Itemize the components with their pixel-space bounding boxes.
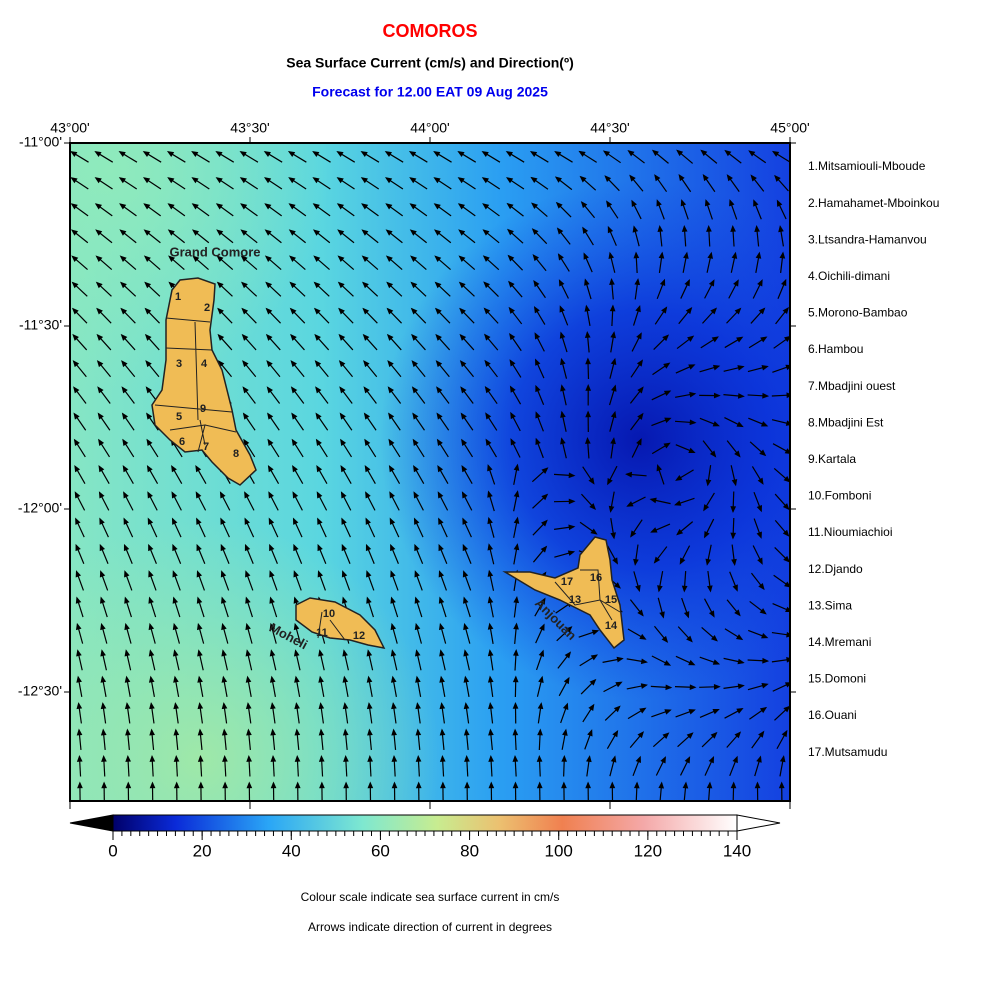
district-entry: 8.Mbadjini Est: [808, 415, 884, 429]
region-number: 6: [179, 436, 185, 448]
note: Arrows indicate direction of current in …: [308, 920, 552, 934]
region-number: 1: [175, 291, 181, 303]
region-number: 7: [203, 441, 209, 453]
title: COMOROS: [382, 21, 477, 41]
colorbar-label: 140: [723, 841, 751, 860]
region-number: 12: [353, 630, 365, 642]
district-entry: 11.Nioumiachioi: [808, 525, 893, 539]
region-number: 5: [176, 411, 182, 423]
district-entry: 14.Mremani: [808, 635, 871, 649]
colorbar-label: 60: [371, 841, 390, 860]
district-entry: 13.Sima: [808, 598, 852, 612]
district-entry: 2.Hamahamet-Mboinkou: [808, 196, 939, 210]
lon-label: 43°30': [230, 120, 269, 136]
region-number: 14: [605, 620, 618, 632]
colorbar-over: [737, 815, 780, 831]
district-entry: 1.Mitsamiouli-Mboude: [808, 159, 926, 173]
district-entry: 16.Ouani: [808, 708, 857, 722]
colorbar-label: 100: [545, 841, 573, 860]
lat-label: -12°00': [18, 500, 62, 516]
district-entry: 17.Mutsamudu: [808, 745, 887, 759]
subtitle: Sea Surface Current (cm/s) and Direction…: [286, 55, 574, 71]
district-entry: 12.Djando: [808, 562, 863, 576]
colorbar-label: 40: [282, 841, 301, 860]
district-entry: 6.Hambou: [808, 342, 863, 356]
district-entry: 7.Mbadjini ouest: [808, 379, 896, 393]
region-number: 10: [323, 608, 335, 620]
lat-label: -12°30': [18, 683, 62, 699]
colorbar-label: 80: [460, 841, 479, 860]
colorbar-under: [70, 815, 113, 831]
colorbar-label: 120: [634, 841, 662, 860]
region-number: 8: [233, 448, 239, 460]
current-field: [70, 143, 792, 803]
lon-label: 44°30': [590, 120, 629, 136]
region-number: 11: [316, 627, 328, 639]
district-entry: 9.Kartala: [808, 452, 856, 466]
region-number: 2: [204, 302, 210, 314]
region-number: 3: [176, 358, 182, 370]
region-number: 13: [569, 594, 581, 606]
district-entry: 15.Domoni: [808, 672, 866, 686]
lat-label: -11°30': [19, 317, 62, 333]
island-name: Grand Comore: [169, 244, 260, 259]
region-number: 17: [561, 576, 573, 588]
lon-label: 45°00': [770, 120, 809, 136]
district-entry: 3.Ltsandra-Hamanvou: [808, 232, 927, 246]
colorbar: [113, 815, 737, 831]
note: Colour scale indicate sea surface curren…: [301, 890, 560, 904]
district-entry: 10.Fomboni: [808, 489, 871, 503]
region-number: 9: [200, 403, 206, 415]
forecast: Forecast for 12.00 EAT 09 Aug 2025: [312, 84, 548, 100]
district-entry: 5.Morono-Bambao: [808, 306, 908, 320]
region-number: 15: [605, 594, 617, 606]
lon-label: 44°00': [410, 120, 449, 136]
colorbar-label: 0: [108, 841, 117, 860]
region-number: 16: [590, 572, 602, 584]
district-entry: 4.Oichili-dimani: [808, 269, 890, 283]
region-number: 4: [201, 358, 208, 370]
colorbar-label: 20: [193, 841, 212, 860]
lat-label: -11°00': [19, 134, 62, 150]
